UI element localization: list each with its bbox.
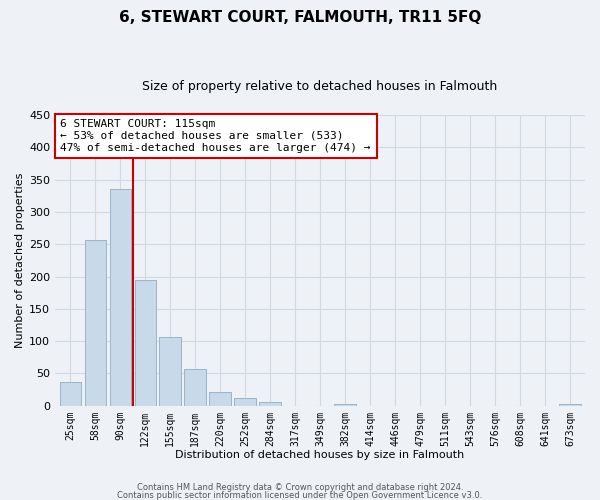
Text: 6, STEWART COURT, FALMOUTH, TR11 5FQ: 6, STEWART COURT, FALMOUTH, TR11 5FQ	[119, 10, 481, 25]
Bar	[259, 402, 281, 406]
Bar	[235, 398, 256, 406]
Bar	[209, 392, 231, 406]
Text: Contains public sector information licensed under the Open Government Licence v3: Contains public sector information licen…	[118, 490, 482, 500]
Bar	[134, 280, 156, 406]
Bar	[559, 404, 581, 406]
Bar	[59, 382, 81, 406]
Bar	[110, 188, 131, 406]
Y-axis label: Number of detached properties: Number of detached properties	[15, 172, 25, 348]
Text: 6 STEWART COURT: 115sqm
← 53% of detached houses are smaller (533)
47% of semi-d: 6 STEWART COURT: 115sqm ← 53% of detache…	[61, 120, 371, 152]
Title: Size of property relative to detached houses in Falmouth: Size of property relative to detached ho…	[142, 80, 498, 93]
Bar	[85, 240, 106, 406]
Bar	[160, 337, 181, 406]
Bar	[184, 369, 206, 406]
Bar	[334, 404, 356, 406]
Text: Contains HM Land Registry data © Crown copyright and database right 2024.: Contains HM Land Registry data © Crown c…	[137, 484, 463, 492]
X-axis label: Distribution of detached houses by size in Falmouth: Distribution of detached houses by size …	[175, 450, 465, 460]
